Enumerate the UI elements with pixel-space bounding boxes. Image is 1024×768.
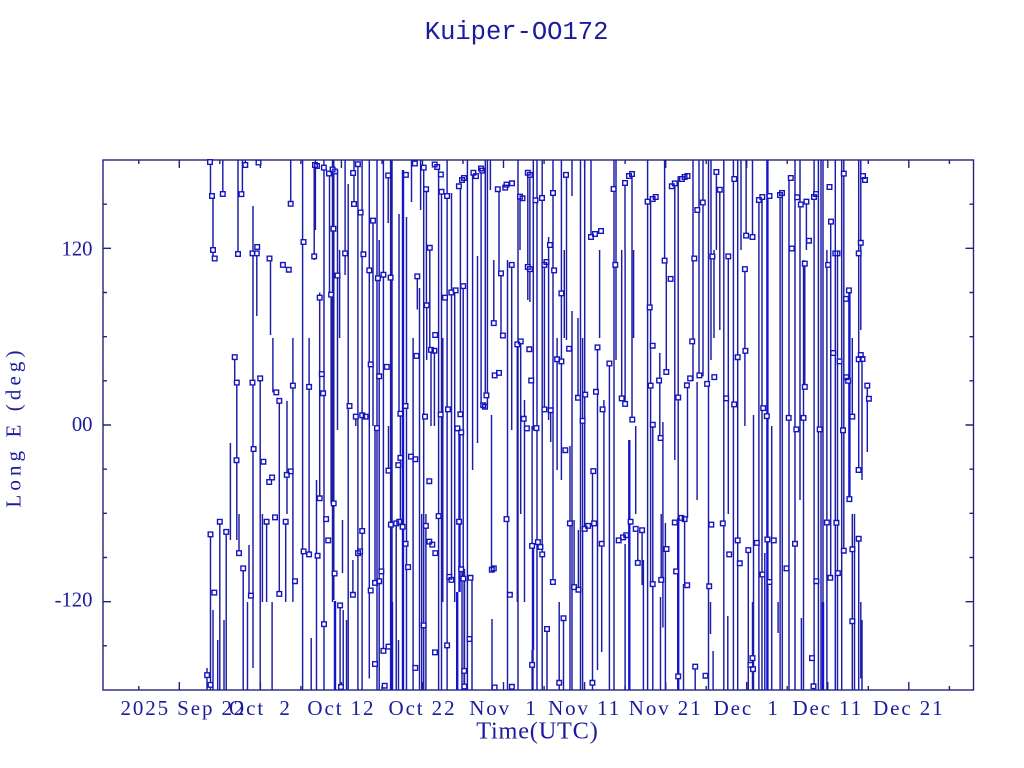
svg-text:00: 00 xyxy=(72,414,93,436)
svg-text:120: 120 xyxy=(61,238,92,260)
svg-text:Time(UTC): Time(UTC) xyxy=(476,718,598,745)
svg-text:Long E (deg): Long E (deg) xyxy=(2,346,26,507)
svg-text:Dec 11: Dec 11 xyxy=(792,696,863,720)
svg-text:Nov 1: Nov 1 xyxy=(469,696,538,720)
svg-text:Oct 2: Oct 2 xyxy=(229,696,292,720)
svg-text:Nov 11: Nov 11 xyxy=(548,696,621,720)
svg-text:Oct 22: Oct 22 xyxy=(389,696,457,720)
svg-text:Nov 21: Nov 21 xyxy=(629,696,703,720)
svg-text:2025 Sep 22: 2025 Sep 22 xyxy=(120,696,246,720)
svg-text:Kuiper-OO172: Kuiper-OO172 xyxy=(425,18,609,47)
svg-text:Oct 12: Oct 12 xyxy=(307,696,375,720)
svg-text:Dec 21: Dec 21 xyxy=(873,696,944,720)
svg-text:-120: -120 xyxy=(55,590,93,612)
svg-text:Dec 1: Dec 1 xyxy=(714,696,780,720)
